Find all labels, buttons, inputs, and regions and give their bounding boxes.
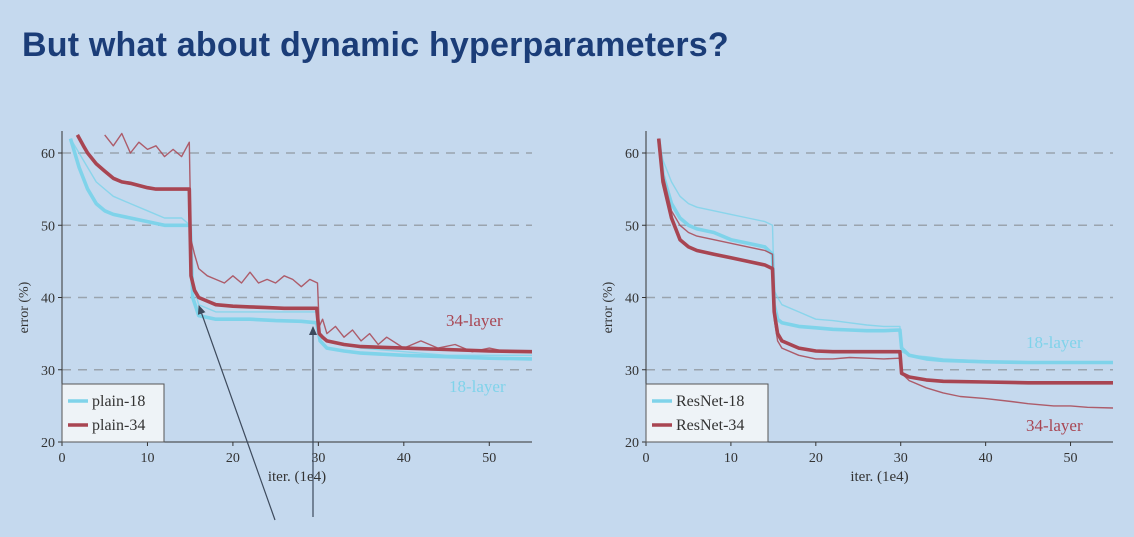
x-tick-label: 10 <box>140 451 154 466</box>
legend-label: ResNet-34 <box>676 417 744 434</box>
annotation-label: 18-layer <box>1026 333 1083 352</box>
chart-annotations: 18-layer 34-layer <box>1026 333 1083 435</box>
y-tick-label: 30 <box>41 364 55 379</box>
x-axis-label: iter. (1e4) <box>268 469 326 485</box>
legend-label: ResNet-18 <box>676 393 744 410</box>
y-tick-label: 50 <box>625 219 639 234</box>
x-tick-label: 30 <box>311 451 325 466</box>
legend-box <box>61 383 165 443</box>
y-axis-label: error (%) <box>17 281 32 333</box>
series-line-plain-18 <box>68 138 532 361</box>
series-line-resnet-34 <box>658 138 1113 409</box>
chart-series <box>68 132 532 361</box>
series-line-resnet-18 <box>658 138 1113 364</box>
y-tick-label: 20 <box>41 436 55 451</box>
series-line-resnet-18 <box>656 138 1113 365</box>
x-tick-label: 30 <box>894 451 908 466</box>
x-tick-label: 40 <box>397 451 411 466</box>
annotation-label: 18-layer <box>449 377 506 396</box>
y-tick-label: 50 <box>41 219 55 234</box>
slide-title: But what about dynamic hyperparameters? <box>22 26 729 64</box>
y-tick-label: 60 <box>625 147 639 162</box>
annotation-label: 34-layer <box>446 311 503 330</box>
chart-grid <box>646 152 1113 371</box>
series-line-plain-34 <box>104 132 532 353</box>
x-tick-label: 20 <box>809 451 823 466</box>
legend-label: plain-18 <box>92 393 145 410</box>
annotation-label: 34-layer <box>1026 416 1083 435</box>
x-axis-label: iter. (1e4) <box>850 469 908 485</box>
pointer-arrow <box>197 305 276 521</box>
chart-legend: plain-18 plain-34 <box>61 383 165 443</box>
y-tick-label: 40 <box>625 292 639 307</box>
y-tick-label: 20 <box>625 436 639 451</box>
chart-annotations: 34-layer 18-layer <box>446 311 506 396</box>
y-tick-label: 60 <box>41 147 55 162</box>
chart-grid <box>62 152 532 371</box>
legend-label: plain-34 <box>92 417 145 434</box>
chart-axes: 20 30 40 50 60 0 10 20 30 40 50 iter. (1e4) error (%… <box>601 131 1113 485</box>
y-tick-label: 40 <box>41 292 55 307</box>
y-tick-label: 30 <box>625 364 639 379</box>
x-tick-label: 0 <box>59 451 66 466</box>
chart-series <box>656 138 1113 409</box>
y-axis-label: error (%) <box>601 281 616 333</box>
x-tick-label: 50 <box>1064 451 1078 466</box>
x-tick-label: 50 <box>482 451 496 466</box>
series-line-plain-34 <box>75 134 532 354</box>
chart-legend: ResNet-18 ResNet-34 <box>645 383 769 443</box>
x-tick-label: 10 <box>724 451 738 466</box>
x-tick-label: 20 <box>226 451 240 466</box>
series-line-resnet-34 <box>656 138 1113 385</box>
legend-box <box>645 383 769 443</box>
x-tick-label: 0 <box>643 451 650 466</box>
x-tick-label: 40 <box>979 451 993 466</box>
